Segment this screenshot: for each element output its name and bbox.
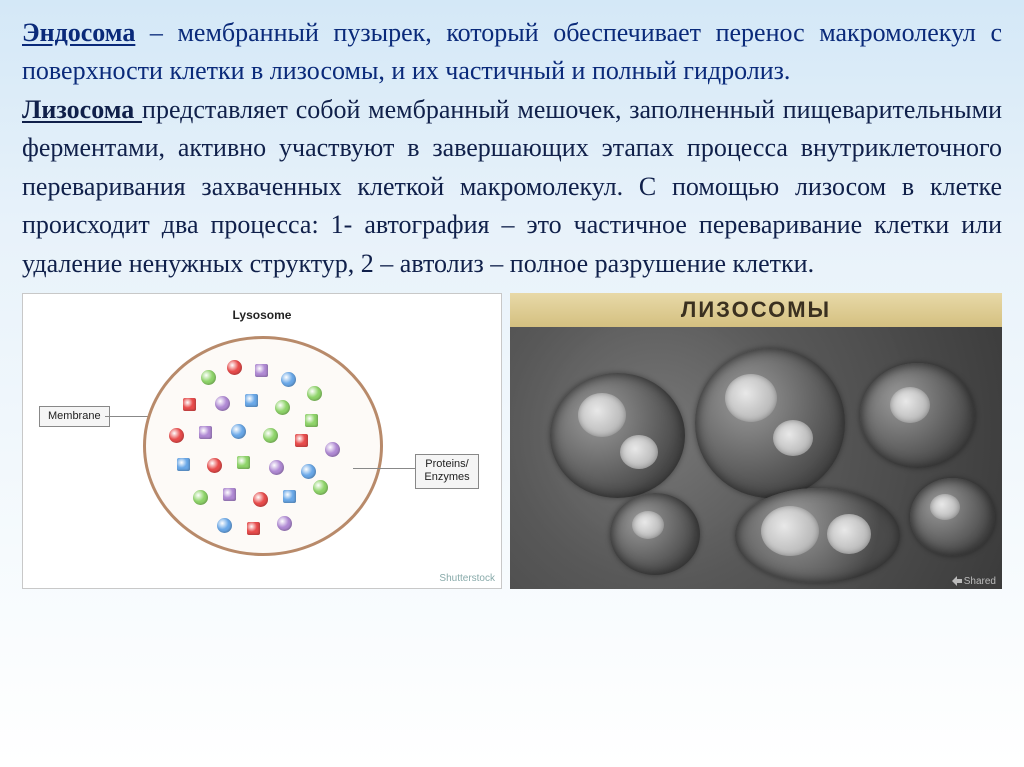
cell-inner [773, 420, 813, 456]
cell-inner [578, 393, 626, 437]
cell-inner [620, 435, 658, 469]
label-enzymes: Proteins/ Enzymes [415, 454, 479, 488]
lysosome-diagram: Lysosome Membrane Proteins/ Enzymes Shut… [22, 293, 502, 589]
particle [245, 394, 258, 407]
cell-inner [890, 387, 930, 423]
diagram-title: Lysosome [233, 308, 292, 322]
label-membrane: Membrane [39, 406, 110, 427]
watermark: Shutterstock [439, 573, 495, 584]
text-endosome: – мембранный пузырек, который обеспечива… [22, 18, 1002, 85]
cell [695, 348, 845, 498]
cell-inner [827, 514, 871, 554]
particle [283, 490, 296, 503]
cell [910, 478, 995, 556]
particle [199, 426, 212, 439]
share-icon [952, 576, 962, 586]
term-lysosome: Лизосома [22, 95, 142, 124]
particle [305, 414, 318, 427]
cell [550, 373, 685, 498]
particle [177, 458, 190, 471]
particle [247, 522, 260, 535]
micrograph: ЛИЗОСОМЫ Shared [510, 293, 1002, 589]
leader-enzymes [353, 468, 415, 469]
cell-inner [930, 494, 960, 520]
paragraph-endosome: Эндосома – мембранный пузырек, который о… [22, 14, 1002, 91]
paragraph-lysosome: Лизосома представляет собой мембранный м… [22, 91, 1002, 283]
term-endosome: Эндосома [22, 18, 135, 47]
particle [255, 364, 268, 377]
particle [223, 488, 236, 501]
particle [295, 434, 308, 447]
cell [860, 363, 975, 468]
cell [610, 493, 700, 575]
particle [183, 398, 196, 411]
cell-inner [632, 511, 664, 539]
cell [735, 488, 900, 583]
cell-inner [761, 506, 819, 556]
leader-membrane [105, 416, 151, 417]
cell-inner [725, 374, 777, 422]
text-lysosome: представляет собой мембранный мешочек, з… [22, 95, 1002, 278]
micrograph-header: ЛИЗОСОМЫ [510, 293, 1002, 327]
particle [237, 456, 250, 469]
shared-label: Shared [952, 576, 996, 587]
image-row: Lysosome Membrane Proteins/ Enzymes Shut… [22, 293, 1002, 589]
